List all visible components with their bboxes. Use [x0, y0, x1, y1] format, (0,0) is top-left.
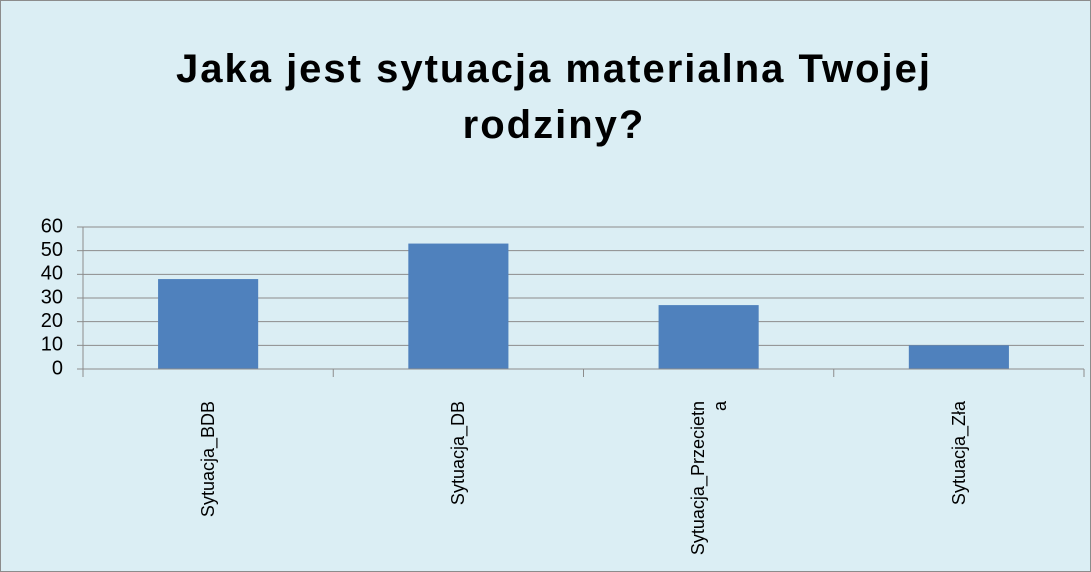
x-tick-label: Sytuacja_Zła — [948, 401, 969, 506]
x-tick-label-box: Sytuacja_DB — [428, 401, 488, 561]
y-tick-label: 60 — [41, 215, 63, 237]
bar — [408, 243, 509, 369]
x-tick-label-box: Sytuacja_Przecietna — [679, 401, 739, 561]
y-tick-label: 10 — [41, 334, 63, 356]
x-tick-label: Sytuacja_BDB — [198, 401, 219, 518]
x-tick-label-box: Sytuacja_BDB — [178, 401, 238, 561]
y-tick-label: 20 — [41, 310, 63, 332]
y-tick-label: 0 — [52, 357, 63, 379]
y-tick-label: 50 — [41, 239, 63, 261]
bar — [158, 279, 259, 369]
x-tick-label: Sytuacja_DB — [448, 401, 469, 506]
bar — [658, 305, 759, 369]
y-tick-label: 30 — [41, 286, 63, 308]
x-tick-label: Sytuacja_Przecietna — [687, 401, 730, 556]
x-tick-label-box: Sytuacja_Zła — [929, 401, 989, 561]
chart-title: Jaka jest sytuacja materialna Twojej rod… — [175, 47, 933, 147]
y-tick-label: 40 — [41, 263, 63, 285]
bar — [908, 345, 1009, 369]
